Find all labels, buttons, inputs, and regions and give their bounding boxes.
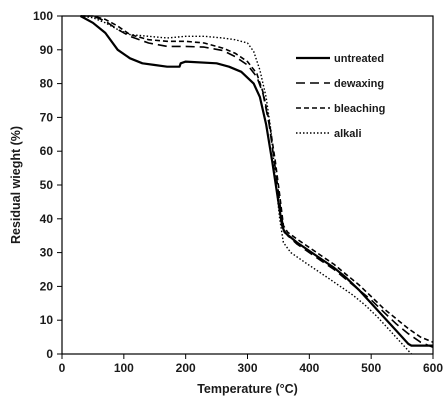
x-tick-label: 300 xyxy=(237,361,257,375)
y-axis-title: Residual wieght (%) xyxy=(9,126,23,244)
series-line-alkali xyxy=(80,15,412,355)
y-tick-label: 10 xyxy=(40,313,54,327)
y-tick-label: 80 xyxy=(40,77,54,91)
y-tick-label: 40 xyxy=(40,212,54,226)
y-tick-label: 30 xyxy=(40,246,54,260)
x-axis-title: Temperature (°C) xyxy=(197,382,298,396)
plot-frame xyxy=(61,15,434,355)
legend-label-alkali: alkali xyxy=(334,128,362,140)
x-tick-label: 500 xyxy=(361,361,381,375)
y-axis: 0 10 20 30 40 50 60 70 80 90 100 xyxy=(33,9,62,361)
legend-label-bleaching: bleaching xyxy=(334,103,385,115)
y-tick-label: 60 xyxy=(40,144,54,158)
y-tick-label: 70 xyxy=(40,110,54,124)
series-layer xyxy=(79,15,434,355)
legend: untreated dewaxing bleaching alkali xyxy=(296,53,385,140)
legend-label-untreated: untreated xyxy=(334,53,384,65)
series-line-dewaxing xyxy=(80,15,434,348)
series-line-bleaching xyxy=(80,15,434,343)
x-tick-label: 200 xyxy=(176,361,196,375)
y-tick-label: 100 xyxy=(33,9,53,23)
x-tick-label: 600 xyxy=(423,361,443,375)
y-tick-label: 20 xyxy=(40,279,54,293)
x-axis: 0 100 200 300 400 500 600 xyxy=(59,354,443,375)
plot-area xyxy=(61,15,434,355)
x-tick-label: 0 xyxy=(59,361,66,375)
legend-label-dewaxing: dewaxing xyxy=(334,78,384,90)
y-tick-label: 90 xyxy=(40,43,54,57)
series-line-untreated xyxy=(79,15,433,347)
y-tick-label: 0 xyxy=(46,347,53,361)
x-tick-label: 100 xyxy=(114,361,134,375)
x-tick-label: 400 xyxy=(299,361,319,375)
y-tick-label: 50 xyxy=(40,178,54,192)
